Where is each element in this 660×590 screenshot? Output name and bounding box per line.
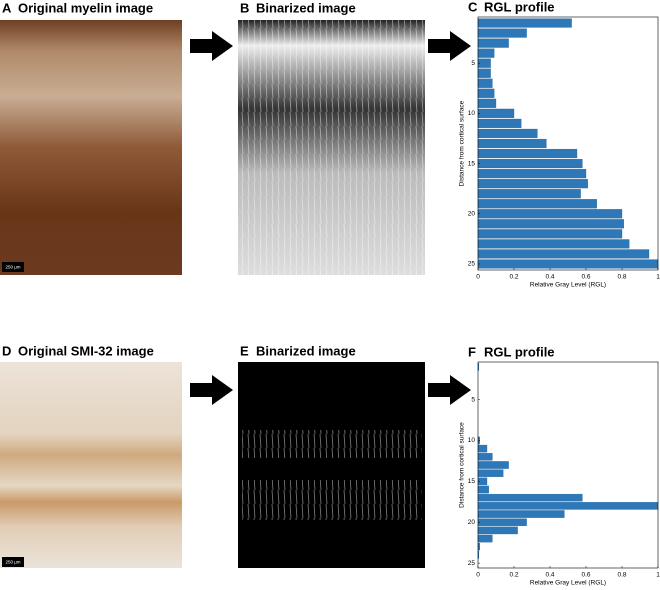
image-texture xyxy=(238,20,425,275)
bar xyxy=(477,259,659,269)
y-axis-label: Distance from cortical surface xyxy=(459,422,466,508)
bar xyxy=(477,502,659,510)
bar xyxy=(477,189,581,199)
scale-bar-label: 250 µm xyxy=(5,265,20,270)
x-axis-label: Relative Gray Level (RGL) xyxy=(530,282,606,289)
bar xyxy=(477,461,509,469)
bar xyxy=(477,169,587,179)
x-axis-label: Relative Gray Level (RGL) xyxy=(530,580,606,587)
bar xyxy=(477,68,491,78)
bar xyxy=(477,108,515,118)
bar xyxy=(477,38,509,48)
y-tick-label: 5 xyxy=(471,396,475,403)
x-tick-label: 0.4 xyxy=(545,572,554,579)
panel-letter: B xyxy=(240,0,249,15)
y-tick-label: 15 xyxy=(468,160,476,167)
panel-letter: F xyxy=(468,344,476,359)
bar xyxy=(477,526,518,535)
y-tick-label: 20 xyxy=(468,519,476,526)
image-texture xyxy=(242,430,422,458)
x-tick-label: 0.2 xyxy=(509,274,518,281)
smi32-image xyxy=(0,362,182,568)
scale-bar xyxy=(2,262,24,272)
panel-letter: C xyxy=(468,0,478,14)
chart-title: RGL profile xyxy=(484,344,555,359)
arrow xyxy=(428,31,471,61)
y-tick-label: 10 xyxy=(468,437,476,444)
y-tick-label: 25 xyxy=(468,560,476,567)
bar xyxy=(477,118,522,128)
x-tick-label: 0.2 xyxy=(509,572,518,579)
x-tick-label: 1 xyxy=(656,274,660,281)
bar xyxy=(477,179,588,189)
x-tick-label: 0 xyxy=(476,572,480,579)
y-tick-label: 5 xyxy=(471,60,475,67)
y-tick-label: 10 xyxy=(468,110,476,117)
bar xyxy=(477,444,488,453)
x-tick-label: 0 xyxy=(476,274,480,281)
bar xyxy=(477,18,572,28)
arrow xyxy=(190,31,233,61)
bar xyxy=(477,249,650,259)
x-tick-label: 0.8 xyxy=(617,572,626,579)
plot-frame xyxy=(477,16,659,271)
scale-bar-label: 250 µm xyxy=(5,560,20,565)
bar xyxy=(477,48,495,58)
panel-letter: A xyxy=(2,0,12,15)
plot-frame xyxy=(477,361,659,569)
arrow xyxy=(428,375,471,405)
y-tick-label: 25 xyxy=(468,261,476,268)
y-tick-label: 20 xyxy=(468,210,476,217)
image-texture xyxy=(242,480,422,520)
bar xyxy=(477,88,495,98)
panel-letter: E xyxy=(240,343,249,358)
x-tick-label: 0.8 xyxy=(617,274,626,281)
x-tick-label: 1 xyxy=(656,572,660,579)
panel-letter: D xyxy=(2,343,11,358)
bar xyxy=(477,493,583,502)
bar xyxy=(477,159,583,169)
bar xyxy=(477,28,527,38)
bar xyxy=(477,510,565,518)
bar xyxy=(477,98,497,108)
bar xyxy=(477,209,623,219)
bar xyxy=(477,138,547,149)
scale-bar xyxy=(2,557,24,567)
myelin-image xyxy=(0,20,182,275)
y-axis-label: Distance from cortical surface xyxy=(459,100,466,186)
bar xyxy=(477,469,504,477)
bar xyxy=(477,148,578,159)
panel-title: Original SMI-32 image xyxy=(18,343,154,358)
y-tick-label: 15 xyxy=(468,478,476,485)
x-tick-label: 0.4 xyxy=(545,274,554,281)
bar xyxy=(477,239,630,249)
binarized-image xyxy=(238,362,425,568)
panel-title: Original myelin image xyxy=(18,0,153,15)
bar xyxy=(477,78,493,88)
arrow xyxy=(190,375,233,405)
bar xyxy=(477,485,489,494)
chart-title: RGL profile xyxy=(484,0,555,14)
x-tick-label: 0.6 xyxy=(581,572,590,579)
bar xyxy=(477,199,597,209)
bar xyxy=(477,128,538,139)
bar xyxy=(477,453,493,461)
x-tick-label: 0.6 xyxy=(581,274,590,281)
panel-title: Binarized image xyxy=(256,0,356,15)
bar xyxy=(477,534,493,543)
bar xyxy=(477,219,624,229)
bar xyxy=(477,518,527,526)
bar xyxy=(477,229,623,239)
panel-title: Binarized image xyxy=(256,343,356,358)
